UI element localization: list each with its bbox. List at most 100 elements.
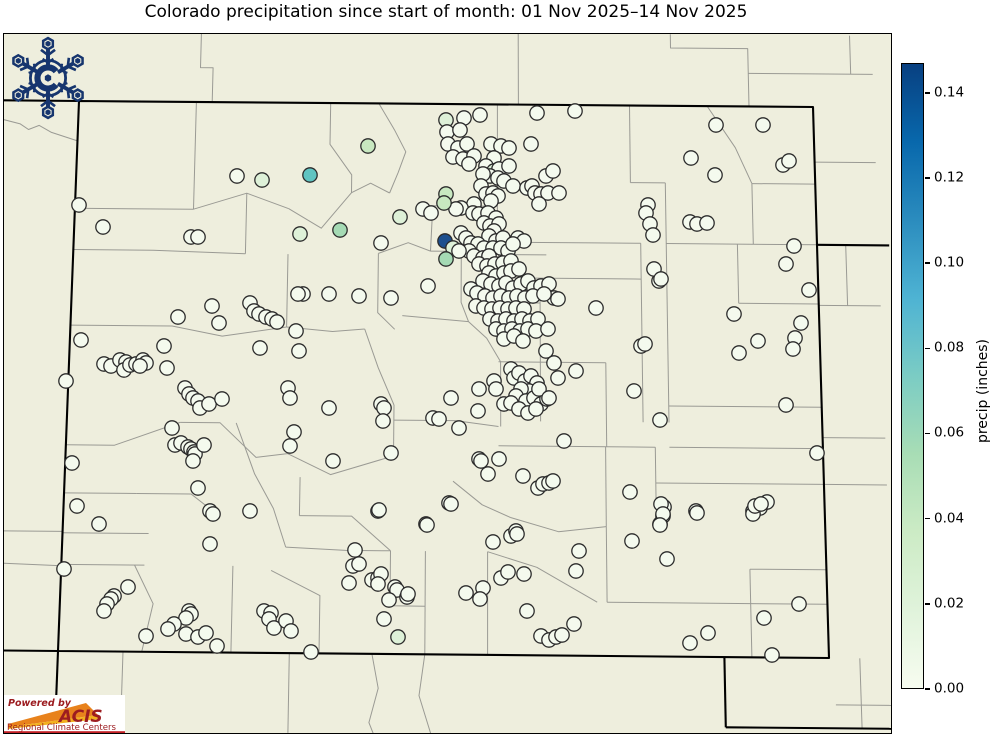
station-point [519, 603, 535, 619]
station-point [370, 576, 386, 592]
county-boundary [814, 161, 876, 164]
station-point [292, 226, 308, 242]
station-point [204, 298, 220, 314]
station-point [120, 579, 136, 595]
station-point [58, 373, 74, 389]
station-point [209, 638, 225, 654]
state-border [4, 99, 80, 103]
acis-red-bar [4, 731, 125, 733]
station-point [443, 390, 459, 406]
station-point [400, 586, 416, 602]
station-point [528, 401, 544, 417]
station-point [529, 105, 545, 121]
snowflake-part [19, 65, 29, 72]
county-boundary [738, 302, 819, 305]
colorbar-tick-mark [925, 688, 930, 690]
county-boundary [510, 517, 607, 533]
station-point [652, 412, 668, 428]
station-point [423, 205, 439, 221]
county-boundary [235, 422, 287, 548]
county-boundary [4, 562, 62, 567]
station-point [229, 168, 245, 184]
chart-title: Colorado precipitation since start of mo… [144, 2, 748, 22]
station-point [69, 498, 85, 514]
county-boundary [402, 315, 469, 323]
county-boundary [193, 192, 289, 210]
station-point [376, 400, 392, 416]
station-point [420, 278, 436, 294]
station-point [652, 517, 668, 533]
snowflake-part [14, 56, 22, 65]
snowflake-logo-icon [12, 36, 84, 120]
station-point [282, 390, 298, 406]
colorbar-tick-label: 0.00 [934, 680, 965, 697]
snowflake-part [44, 108, 52, 117]
station-point [190, 229, 206, 245]
station-point [540, 321, 556, 337]
county-boundary [487, 551, 598, 603]
snowflake-part [56, 53, 84, 74]
state-border [56, 99, 831, 660]
colorbar-tick-label: 0.04 [934, 510, 965, 527]
snowflake-part [66, 89, 71, 99]
snowflake-part [56, 82, 84, 103]
snowflake-part [41, 36, 55, 51]
station-point [431, 411, 447, 427]
station-point [637, 336, 653, 352]
snowflake-part [21, 61, 40, 74]
station-point [436, 195, 452, 211]
station-point [731, 345, 747, 361]
station-point [568, 363, 584, 379]
station-point [764, 647, 780, 663]
station-point [159, 360, 175, 376]
station-point [458, 585, 474, 601]
station-point [473, 453, 489, 469]
colorbar-tick-label: 0.02 [934, 595, 965, 612]
station-point [211, 315, 227, 331]
station-point [282, 438, 298, 454]
county-boundary [835, 704, 891, 706]
station-point [472, 591, 488, 607]
snowflake-part [14, 91, 22, 100]
snowflake-part [12, 82, 40, 103]
station-point [536, 286, 552, 302]
station-point [64, 455, 80, 471]
station-point [254, 172, 270, 188]
station-point [755, 117, 771, 133]
snowflake-part [40, 48, 49, 57]
station-point [556, 433, 572, 449]
county-boundary [74, 207, 194, 210]
state-border [816, 243, 890, 247]
colorbar-tick-mark [925, 603, 930, 605]
station-point [488, 381, 504, 397]
station-point [753, 496, 769, 512]
map-axes: Powered by ACIS Regional Climate Centers [3, 33, 892, 734]
county-boundary [368, 653, 379, 733]
colorbar-tick-mark [925, 347, 930, 350]
snowflake-part [71, 53, 84, 68]
county-boundary [748, 72, 813, 75]
station-point [138, 628, 154, 644]
station-point [750, 333, 766, 349]
snowflake-part [47, 99, 56, 108]
station-point [472, 107, 488, 123]
station-point [531, 381, 547, 397]
state-border [4, 649, 59, 653]
station-point [321, 400, 337, 416]
state-borders-layer [4, 99, 891, 733]
station-point [550, 291, 566, 307]
county-boundary [640, 243, 644, 423]
station-point [778, 397, 794, 413]
station-point [201, 396, 217, 412]
acis-subtitle-text: Regional Climate Centers [7, 723, 117, 733]
county-boundary [751, 183, 754, 245]
county-boundary [298, 477, 301, 516]
acis-powered-by-text: Powered by [8, 698, 72, 709]
county-boundary [287, 653, 290, 733]
station-point [516, 566, 532, 582]
colorbar-tick-mark [925, 92, 930, 94]
snowflake-part [12, 53, 40, 74]
county-boundary [4, 119, 78, 142]
station-point [392, 209, 408, 225]
